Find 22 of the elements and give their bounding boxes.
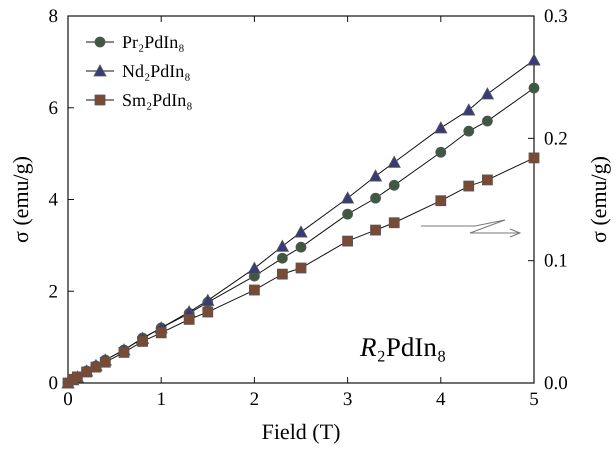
y2-tick-label: 0.2 xyxy=(544,128,568,150)
x-axis-title: Field (T) xyxy=(262,419,340,444)
y-tick-label: 0 xyxy=(48,373,58,394)
y2-tick-label: 0.3 xyxy=(544,6,568,27)
y2-tick-label: 0.0 xyxy=(544,373,568,394)
x-tick-label: 5 xyxy=(529,389,539,410)
x-tick-label: 0 xyxy=(63,389,73,410)
y-tick-label: 6 xyxy=(48,98,58,119)
y2-axis-title: σ (emu/g) xyxy=(586,156,611,244)
y-axis-title: σ (emu/g) xyxy=(8,156,33,244)
y-tick-label: 2 xyxy=(48,281,58,302)
y-tick-label: 4 xyxy=(48,190,58,210)
legend-label: Sm₂PdIn₈ xyxy=(122,90,193,110)
x-tick-label: 4 xyxy=(436,389,446,410)
x-tick-label: 1 xyxy=(156,389,166,410)
legend-label: Pr₂PdIn₈ xyxy=(122,32,185,52)
y-tick-label: 8 xyxy=(48,6,58,27)
x-tick-label: 2 xyxy=(250,389,260,410)
legend-label: Nd₂PdIn₈ xyxy=(122,61,191,81)
y2-tick-label: 0.1 xyxy=(544,250,568,272)
x-tick-label: 3 xyxy=(342,389,352,410)
annotation: R₂PdIn₈ xyxy=(359,332,446,362)
